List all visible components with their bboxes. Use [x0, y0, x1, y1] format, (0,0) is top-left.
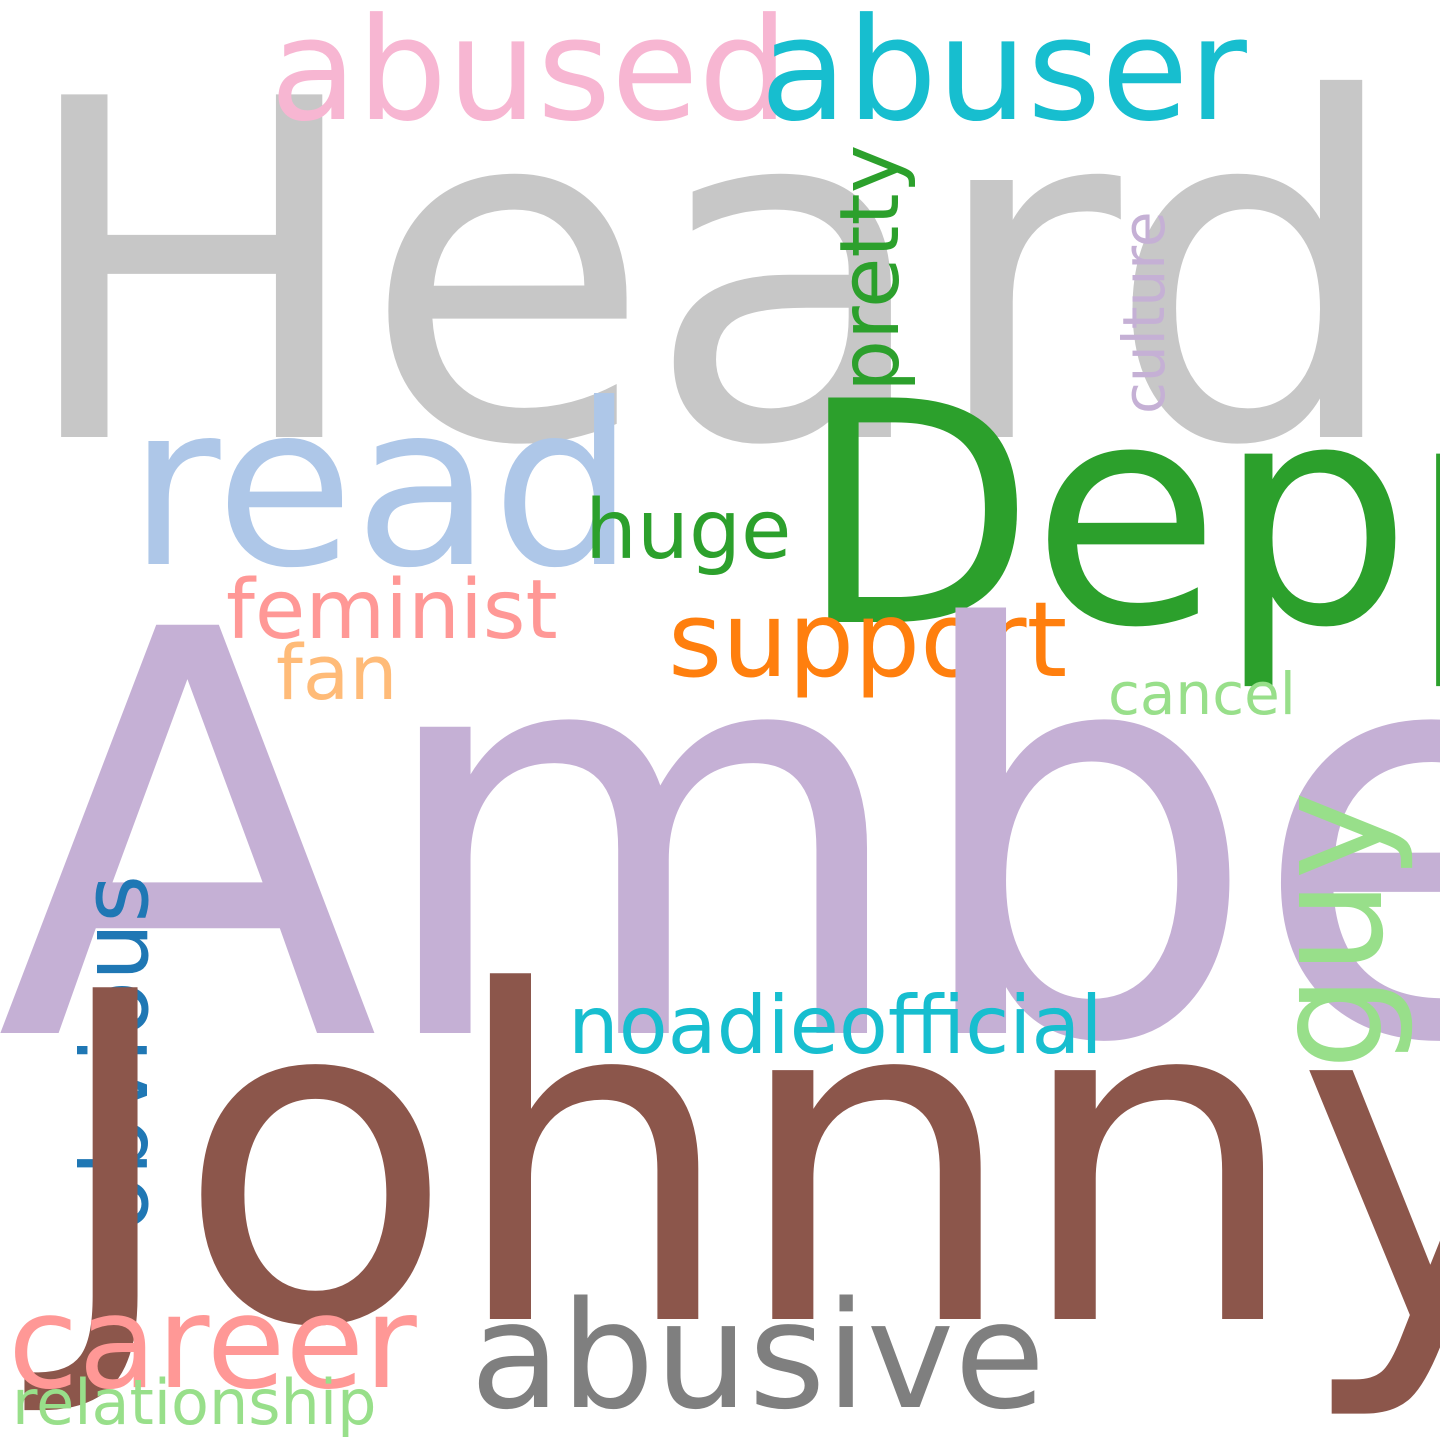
word-abuser: abuser: [760, 0, 1247, 153]
word-heard: Heard: [15, 1, 1405, 548]
word-relationship: relationship: [12, 1366, 377, 1439]
word-noadieofficial: noadieofficial: [568, 979, 1103, 1072]
word-fan: fan: [276, 628, 398, 717]
word-abused: abused: [270, 0, 789, 153]
word-read: read: [128, 356, 635, 618]
word-career: career: [8, 1269, 417, 1418]
word-feminist: feminist: [226, 563, 558, 658]
word-abusive: abusive: [470, 1270, 1046, 1440]
word-amber: Amber: [0, 514, 1440, 1166]
word-huge: huge: [585, 483, 792, 578]
word-johnny: Johnny: [48, 898, 1440, 1427]
word-depp: Depp: [798, 336, 1440, 695]
word-cancel: cancel: [1108, 660, 1296, 728]
word-support: support: [668, 579, 1068, 701]
